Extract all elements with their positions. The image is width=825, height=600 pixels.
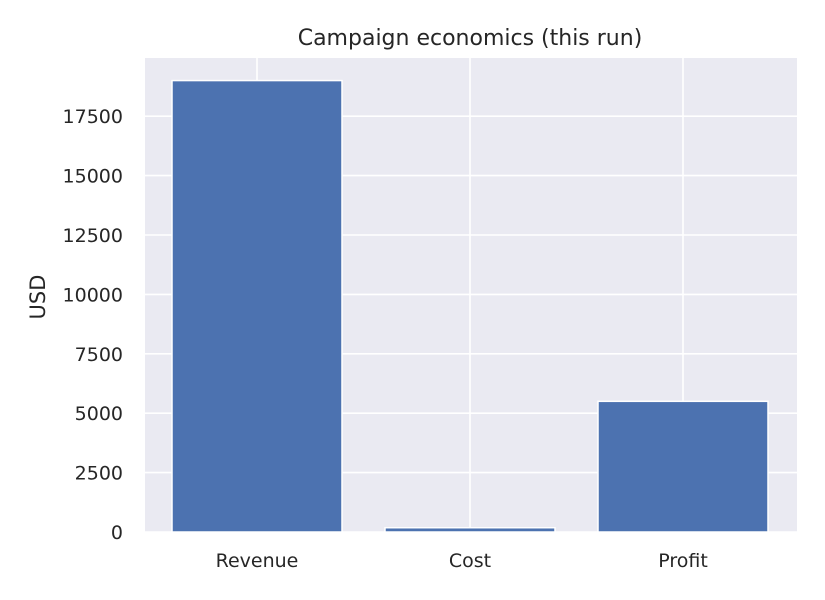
y-tick-label: 7500 (75, 344, 123, 366)
y-tick-layer: 0 2500 5000 7500 10000 12500 15000 17500 (63, 106, 123, 544)
y-tick-label: 5000 (75, 403, 123, 425)
x-tick-label-cost: Cost (449, 550, 491, 572)
bar-revenue (171, 79, 343, 533)
y-tick-label: 10000 (63, 284, 123, 306)
y-tick-label: 15000 (63, 166, 123, 188)
x-tick-layer: Revenue Cost Profit (216, 550, 708, 572)
y-tick-label: 12500 (63, 225, 123, 247)
y-tick-label: 17500 (63, 106, 123, 128)
y-tick-label: 0 (111, 522, 123, 544)
x-tick-label-profit: Profit (658, 550, 708, 572)
chart-title: Campaign economics (this run) (298, 26, 643, 51)
bar-layer (171, 79, 769, 533)
y-axis-label: USD (26, 275, 50, 320)
y-tick-label: 2500 (75, 463, 123, 485)
x-tick-label-revenue: Revenue (216, 550, 299, 572)
bar-cost (384, 526, 556, 533)
bar-profit (597, 400, 769, 533)
